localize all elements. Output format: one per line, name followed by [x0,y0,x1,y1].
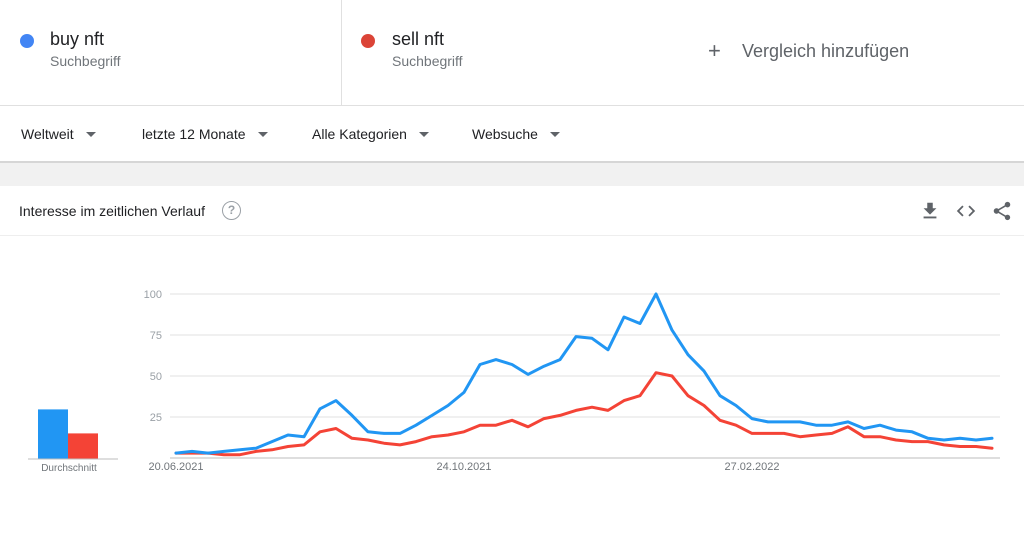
interest-line-chart: 25 50 75 100 20.06.2021 24.10.2021 27.02.2022 [144,289,1000,473]
average-bar-chart: Durchschnitt [28,409,118,474]
y-tick-label: 50 [150,371,162,383]
y-tick-label: 25 [150,412,162,424]
search-type-label: Websuche [472,126,538,142]
region-dropdown[interactable]: Weltweit [21,126,96,142]
help-icon[interactable]: ? [222,201,241,220]
search-term-sell-nft[interactable]: sell nft Suchbegriff [342,0,684,105]
term-color-dot [20,34,34,48]
caret-down-icon [257,131,268,137]
term-type: Suchbegriff [392,53,463,69]
card-header: Interesse im zeitlichen Verlauf ? [0,186,1024,236]
interest-over-time-card: Interesse im zeitlichen Verlauf ? [0,186,1024,537]
share-icon[interactable] [991,200,1013,222]
category-dropdown[interactable]: Alle Kategorien [312,126,429,142]
caret-down-icon [85,131,96,137]
plus-icon: + [708,38,721,63]
term-name: buy nft [50,29,105,49]
embed-icon[interactable] [955,200,977,222]
series-line-sell-nft[interactable] [174,371,994,457]
term-color-dot [361,34,375,48]
average-bar-2 [68,433,98,459]
search-type-dropdown[interactable]: Websuche [472,126,560,142]
caret-down-icon [549,131,560,137]
section-divider [0,163,1024,186]
term-name: sell nft [392,29,445,49]
search-terms-bar: buy nft Suchbegriff sell nft Suchbegriff… [0,0,1024,106]
filter-bar: Weltweit letzte 12 Monate Alle Kategorie… [0,106,1024,163]
x-tick-label: 24.10.2021 [436,461,491,473]
add-comparison-label: Vergleich hinzufügen [742,40,910,61]
region-label: Weltweit [21,126,74,142]
card-title: Interesse im zeitlichen Verlauf [19,203,205,219]
time-range-dropdown[interactable]: letzte 12 Monate [142,126,268,142]
term-type: Suchbegriff [50,53,121,69]
y-tick-label: 75 [150,330,162,342]
y-tick-label: 100 [144,289,162,301]
time-range-label: letzte 12 Monate [142,126,246,142]
average-bar-1 [38,409,68,459]
average-label: Durchschnitt [41,463,97,474]
search-term-buy-nft[interactable]: buy nft Suchbegriff [0,0,342,105]
caret-down-icon [418,131,429,137]
x-tick-label: 27.02.2022 [724,461,779,473]
series-line-buy-nft[interactable] [174,292,994,455]
add-comparison-button[interactable]: + Vergleich hinzufügen [708,39,909,63]
category-label: Alle Kategorien [312,126,407,142]
download-icon[interactable] [919,200,941,222]
x-tick-label: 20.06.2021 [148,461,203,473]
